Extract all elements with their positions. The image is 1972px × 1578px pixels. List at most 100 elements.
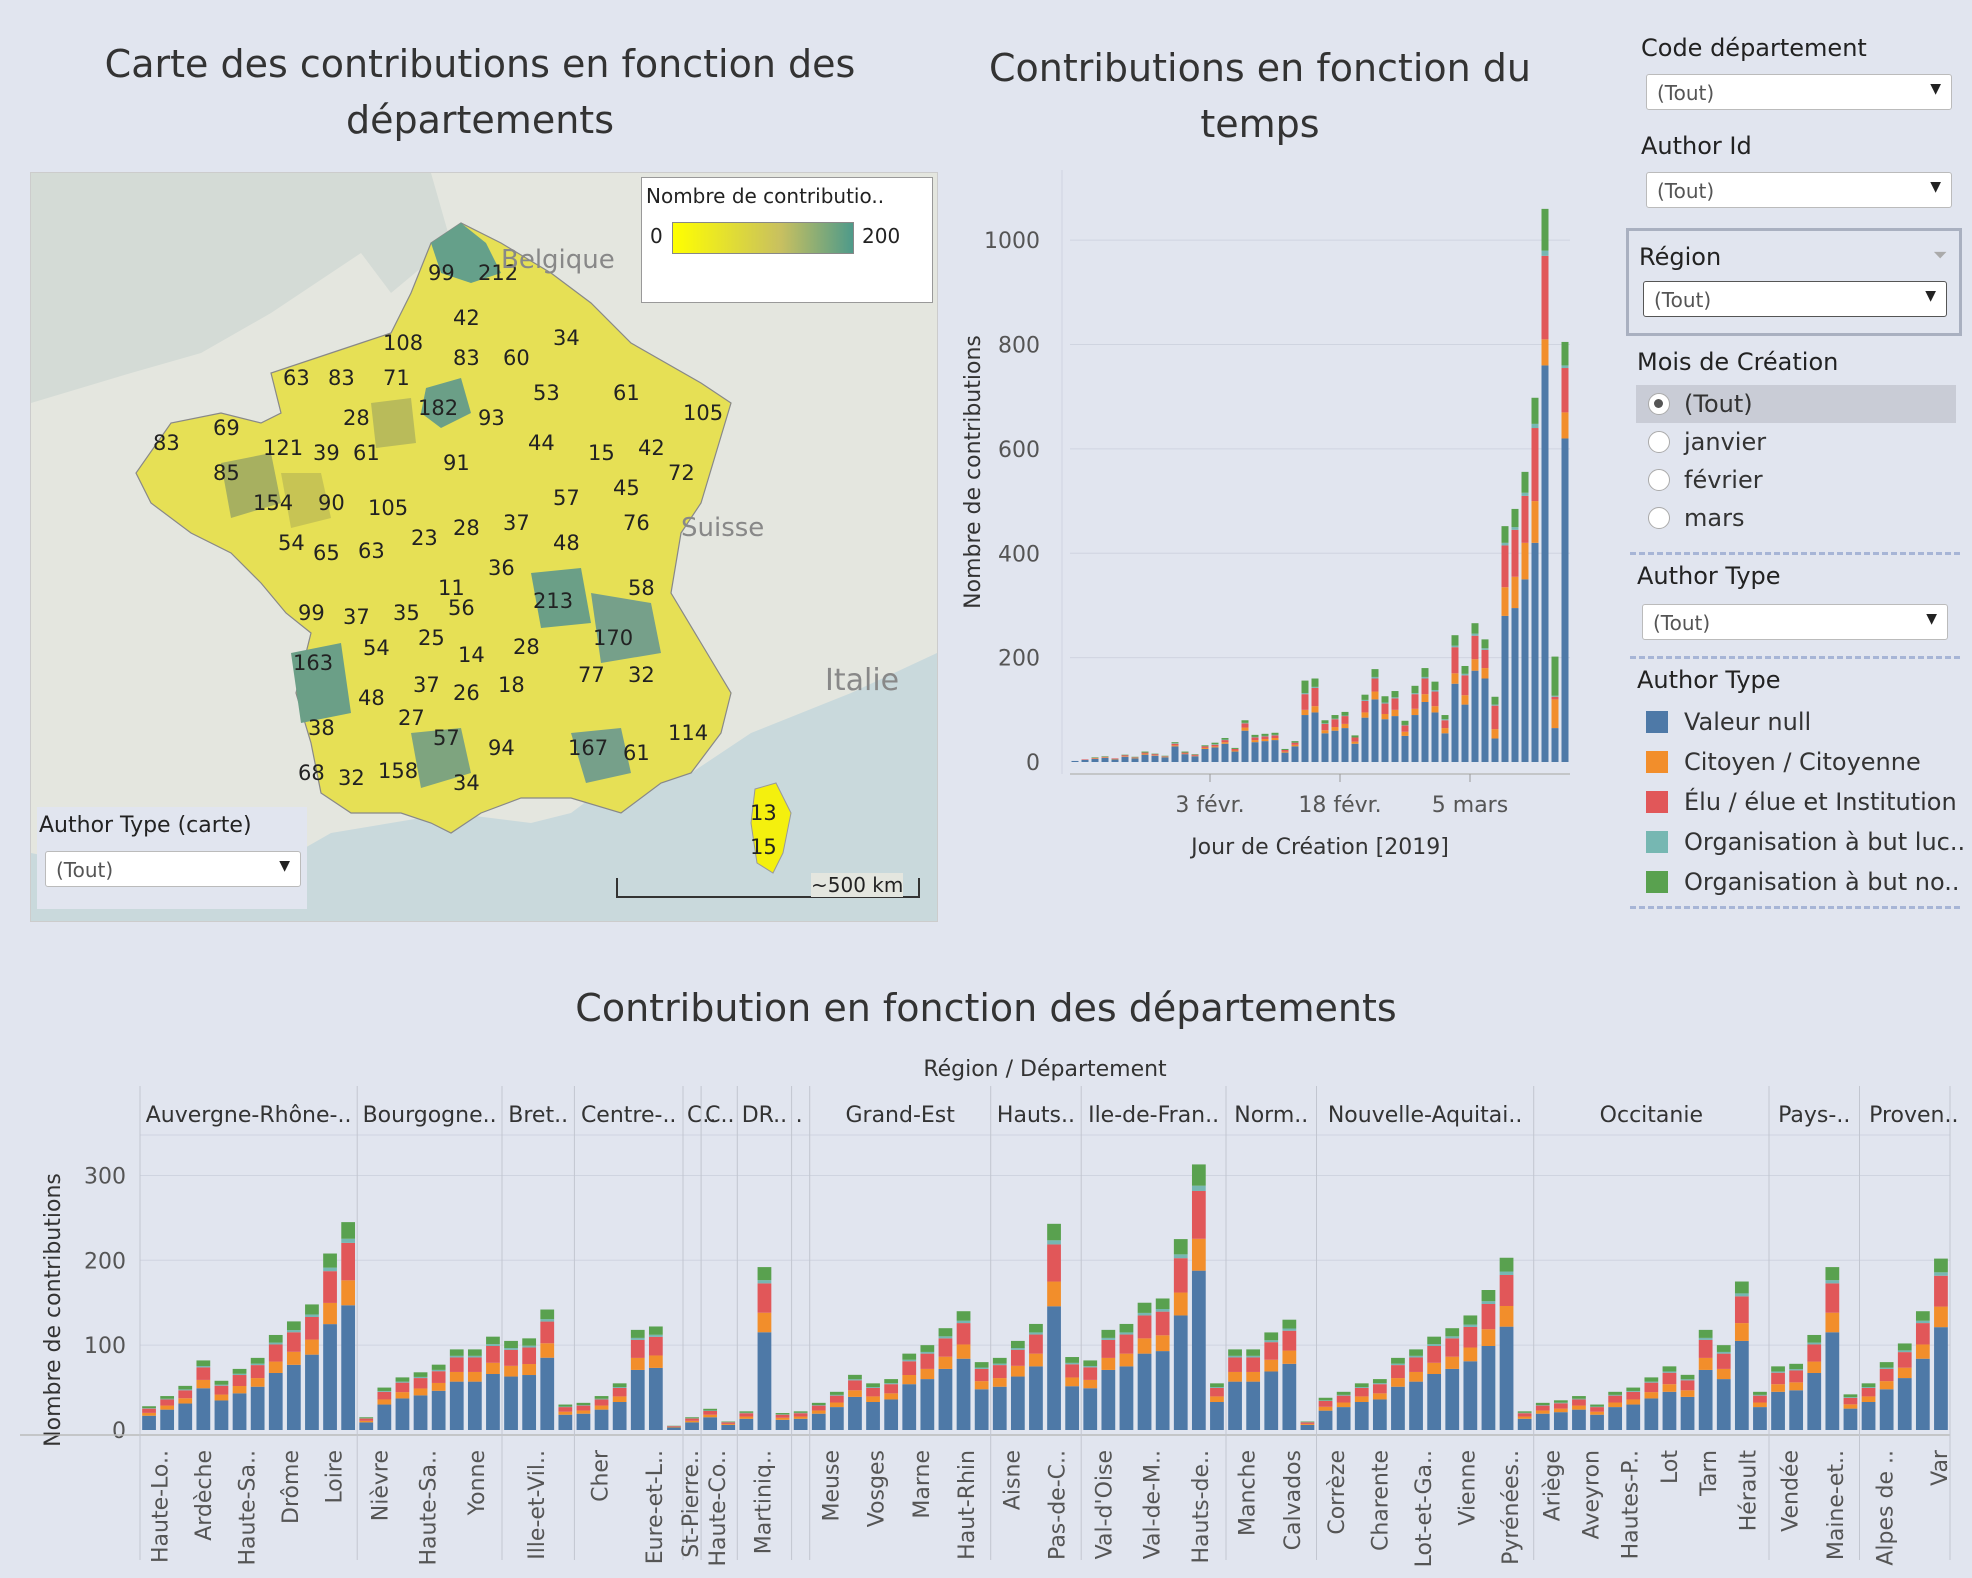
time-bar-segment[interactable] (1221, 739, 1229, 741)
dept-bar-segment[interactable] (1680, 1390, 1695, 1397)
time-bar-segment[interactable] (1121, 756, 1129, 762)
dept-bar-segment[interactable] (504, 1340, 518, 1349)
region-header[interactable]: Ile-de-Fran.. (1088, 1103, 1219, 1128)
dept-bar-segment[interactable] (1590, 1404, 1604, 1407)
region-dropdown[interactable]: (Tout) ▼ (1643, 281, 1947, 317)
time-bar-segment[interactable] (1411, 715, 1419, 762)
dept-bar-segment[interactable] (1137, 1338, 1152, 1354)
region-header[interactable]: Norm.. (1234, 1103, 1308, 1128)
time-bar-segment[interactable] (1511, 508, 1519, 528)
dept-bar-segment[interactable] (630, 1337, 645, 1340)
time-bar-segment[interactable] (1311, 706, 1319, 713)
dept-bar-segment[interactable] (1264, 1340, 1279, 1343)
dept-bar-segment[interactable] (1825, 1283, 1840, 1313)
map-panel[interactable]: 99 212 42 34 108 83 60 63 83 71 53 61 105 28 182 93 69 12… (30, 172, 938, 922)
dept-bar-segment[interactable] (721, 1421, 736, 1423)
dept-bar-segment[interactable] (1300, 1424, 1315, 1430)
dept-bar-segment[interactable] (431, 1382, 446, 1391)
dept-bar-segment[interactable] (685, 1417, 699, 1419)
dept-bar-segment[interactable] (359, 1420, 374, 1423)
dept-bar-segment[interactable] (1427, 1374, 1442, 1430)
dept-bar-segment[interactable] (1572, 1396, 1586, 1399)
dept-bar-segment[interactable] (558, 1404, 573, 1407)
time-bar-segment[interactable] (1211, 744, 1219, 747)
time-bar-segment[interactable] (1291, 741, 1299, 743)
time-bar-segment[interactable] (1501, 545, 1509, 588)
dept-bar-segment[interactable] (811, 1410, 826, 1414)
dept-bar-segment[interactable] (504, 1348, 518, 1350)
time-bar-segment[interactable] (1421, 678, 1429, 695)
dept-bar-segment[interactable] (196, 1388, 211, 1430)
dept-bar-segment[interactable] (1698, 1369, 1713, 1430)
region-header[interactable]: Nouvelle-Aquitai.. (1328, 1103, 1523, 1128)
dept-bar-segment[interactable] (1807, 1342, 1822, 1345)
dept-bar-segment[interactable] (1879, 1367, 1894, 1369)
dept-bar-segment[interactable] (1680, 1379, 1695, 1381)
dept-bar-segment[interactable] (1644, 1381, 1659, 1383)
dept-bar-segment[interactable] (775, 1417, 790, 1420)
dept-bar-segment[interactable] (1843, 1408, 1858, 1430)
mois-option-fevrier[interactable]: février (1636, 461, 1956, 499)
dept-bar-segment[interactable] (323, 1267, 337, 1272)
dept-bar-segment[interactable] (1047, 1244, 1061, 1282)
dept-bar-segment[interactable] (1608, 1394, 1623, 1396)
time-bar-segment[interactable] (1381, 719, 1389, 762)
dept-bar-segment[interactable] (902, 1375, 917, 1385)
dept-bar-segment[interactable] (1228, 1357, 1242, 1372)
time-bar-segment[interactable] (1331, 718, 1339, 720)
time-bar-segment[interactable] (1351, 737, 1359, 742)
dept-bar-segment[interactable] (1879, 1389, 1894, 1430)
dept-bar-segment[interactable] (1119, 1332, 1134, 1335)
time-bar-segment[interactable] (1551, 728, 1559, 762)
time-bar-segment[interactable] (1391, 709, 1399, 717)
dept-bar-segment[interactable] (558, 1414, 573, 1430)
dept-bar-segment[interactable] (667, 1427, 681, 1430)
dept-bar-segment[interactable] (1626, 1391, 1641, 1400)
dept-bar-segment[interactable] (1029, 1323, 1043, 1333)
dept-bar-segment[interactable] (1843, 1404, 1858, 1409)
dept-bar-segment[interactable] (1499, 1271, 1514, 1275)
time-bar-segment[interactable] (1131, 757, 1139, 759)
dept-bar-segment[interactable] (1535, 1402, 1550, 1406)
time-bar-segment[interactable] (1471, 623, 1479, 634)
time-bar-segment[interactable] (1351, 735, 1359, 738)
dept-bar-segment[interactable] (467, 1381, 482, 1430)
dept-bar-segment[interactable] (323, 1302, 337, 1325)
dept-bar-segment[interactable] (1463, 1361, 1478, 1430)
time-bar-segment[interactable] (1481, 668, 1489, 679)
dept-bar-segment[interactable] (1861, 1402, 1876, 1430)
dept-bar-segment[interactable] (1771, 1384, 1785, 1392)
dept-bar-segment[interactable] (757, 1280, 772, 1284)
dept-bar-segment[interactable] (775, 1413, 790, 1415)
dept-bar-segment[interactable] (1029, 1366, 1043, 1430)
dept-bar-segment[interactable] (1481, 1304, 1496, 1330)
dept-bar-segment[interactable] (739, 1413, 754, 1417)
dept-bar-segment[interactable] (214, 1400, 229, 1430)
dept-bar-segment[interactable] (1608, 1402, 1623, 1408)
time-bar-segment[interactable] (1111, 758, 1119, 759)
dept-bar-segment[interactable] (1662, 1391, 1677, 1430)
dept-bar-segment[interactable] (1409, 1381, 1423, 1430)
dept-bar-segment[interactable] (1825, 1312, 1840, 1333)
dept-bar-segment[interactable] (341, 1242, 356, 1281)
dept-bar-segment[interactable] (395, 1382, 410, 1393)
dept-bar-segment[interactable] (1409, 1357, 1423, 1372)
dept-bar-segment[interactable] (1083, 1379, 1098, 1389)
time-bar-segment[interactable] (1251, 737, 1259, 741)
dept-bar-segment[interactable] (1264, 1371, 1279, 1430)
time-bar-segment[interactable] (1521, 495, 1529, 543)
time-bar-segment[interactable] (1071, 760, 1079, 762)
dept-bar-segment[interactable] (938, 1356, 953, 1369)
dept-bar-segment[interactable] (1789, 1369, 1804, 1371)
time-bar-segment[interactable] (1151, 755, 1159, 756)
dept-bar-segment[interactable] (1119, 1353, 1134, 1367)
time-bar-segment[interactable] (1251, 740, 1259, 743)
time-bar-segment[interactable] (1261, 733, 1269, 736)
time-bar-segment[interactable] (1511, 529, 1519, 577)
time-bar-segment[interactable] (1211, 746, 1219, 748)
time-bar-segment[interactable] (1461, 665, 1469, 674)
dept-bar-segment[interactable] (522, 1347, 537, 1365)
dept-bar-segment[interactable] (1010, 1349, 1025, 1366)
dept-bar-segment[interactable] (1083, 1388, 1098, 1430)
time-bar-segment[interactable] (1501, 615, 1509, 762)
